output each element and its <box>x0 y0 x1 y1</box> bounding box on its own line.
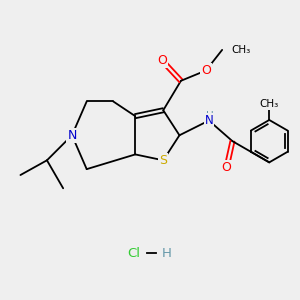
Text: O: O <box>201 64 211 77</box>
Text: H: H <box>161 247 171 260</box>
Text: CH₃: CH₃ <box>260 99 279 110</box>
Text: N: N <box>67 129 77 142</box>
Text: N: N <box>205 114 213 127</box>
Text: Cl: Cl <box>127 247 140 260</box>
Text: S: S <box>159 154 167 167</box>
Text: O: O <box>157 54 167 67</box>
Text: O: O <box>222 161 232 174</box>
Text: CH₃: CH₃ <box>231 45 250 55</box>
Text: H: H <box>206 111 214 121</box>
